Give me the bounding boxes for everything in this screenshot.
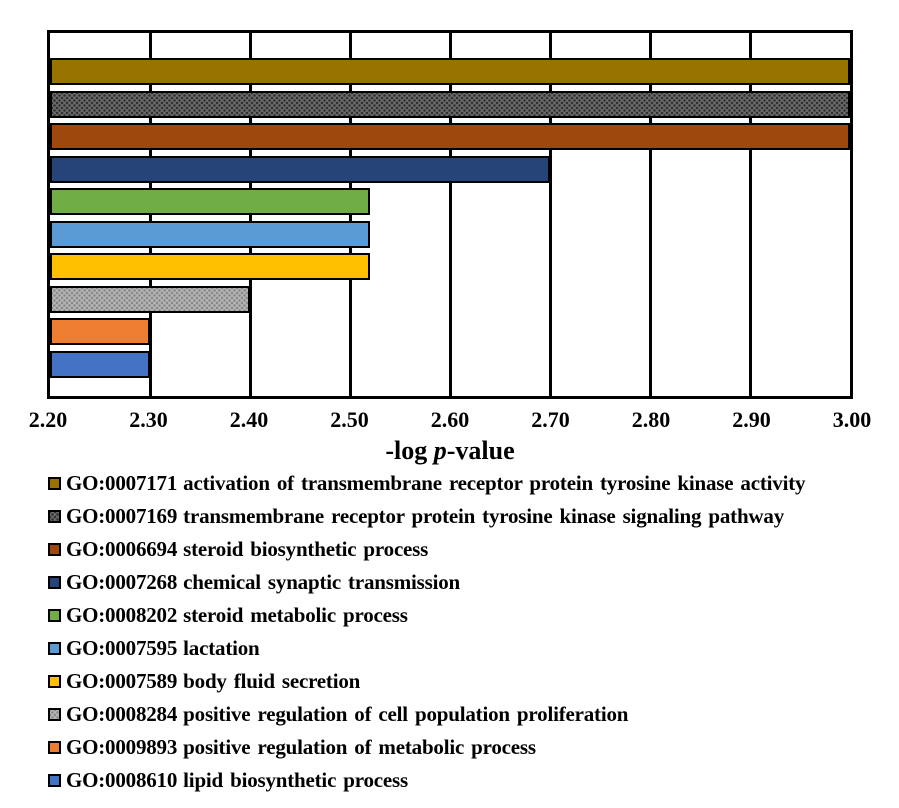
bar-GO:0007169 <box>50 90 850 118</box>
legend-swatch-icon <box>48 708 61 721</box>
legend: GO:0007171 activation of transmembrane re… <box>48 467 806 797</box>
legend-go-id: GO:0008610 <box>66 768 178 792</box>
legend-label: lipid biosynthetic process <box>183 768 408 792</box>
bar-row <box>50 318 850 346</box>
legend-entry-text: GO:0006694 steroid biosynthetic process <box>66 537 428 562</box>
legend-entry-text: GO:0008202 steroid metabolic process <box>66 603 408 628</box>
legend-go-id: GO:0007171 <box>66 471 178 495</box>
x-axis-title-suffix: -value <box>446 436 515 465</box>
bar-GO:0006694 <box>50 123 850 151</box>
bar-GO:0008610 <box>50 350 150 378</box>
bar-row <box>50 253 850 281</box>
x-tick-label: 2.40 <box>229 407 269 432</box>
legend-label: chemical synaptic transmission <box>183 570 461 594</box>
legend-label: body fluid secretion <box>183 669 361 693</box>
x-tick-label: 2.30 <box>129 407 168 432</box>
legend-swatch-icon <box>48 741 61 754</box>
legend-entry-text: GO:0007268 chemical synaptic transmission <box>66 570 460 595</box>
legend-item: GO:0007595 lactation <box>48 632 805 665</box>
bar-GO:0008202 <box>50 188 370 216</box>
legend-item: GO:0007268 chemical synaptic transmission <box>48 566 805 599</box>
x-tick-label: 2.90 <box>732 407 771 432</box>
legend-go-id: GO:0007589 <box>66 669 178 693</box>
bar-GO:0008284 <box>50 285 250 313</box>
bar-row <box>50 188 850 216</box>
legend-entry-text: GO:0007171 activation of transmembrane re… <box>66 471 806 496</box>
legend-swatch-icon <box>48 576 61 589</box>
bar-row <box>50 155 850 183</box>
legend-swatch-icon <box>48 477 61 490</box>
legend-label: activation of transmembrane receptor pro… <box>183 471 806 495</box>
bars <box>50 33 850 396</box>
plot-area <box>47 30 853 399</box>
legend-go-id: GO:0007268 <box>66 570 178 594</box>
legend-item: GO:0008202 steroid metabolic process <box>48 599 805 632</box>
legend-item: GO:0008610 lipid biosynthetic process <box>48 764 805 797</box>
legend-go-id: GO:0007169 <box>66 504 178 528</box>
legend-entry-text: GO:0007589 body fluid secretion <box>66 669 360 694</box>
legend-item: GO:0009893 positive regulation of metabol… <box>48 731 805 764</box>
bar-GO:0009893 <box>50 318 150 346</box>
legend-item: GO:0006694 steroid biosynthetic process <box>48 533 805 566</box>
x-axis-title-prefix: -log <box>385 436 434 465</box>
legend-label: steroid biosynthetic process <box>183 537 429 561</box>
bar-row <box>50 123 850 151</box>
bar-GO:0007171 <box>50 58 850 85</box>
legend-entry-text: GO:0007595 lactation <box>66 636 260 661</box>
legend-swatch-icon <box>48 774 61 787</box>
x-tick-label: 2.60 <box>430 407 470 432</box>
bar-row <box>50 285 850 313</box>
bar-row <box>50 90 850 118</box>
legend-entry-text: GO:0009893 positive regulation of metabol… <box>66 735 536 760</box>
x-axis-title-italic: p <box>433 436 447 465</box>
x-axis: 2.20 2.30 2.40 2.50 2.60 2.70 2.80 2.90 3.00 <box>29 407 872 433</box>
x-tick-label: 2.80 <box>631 407 671 432</box>
legend-label: steroid metabolic process <box>183 603 408 627</box>
legend-go-id: GO:0006694 <box>66 537 178 561</box>
bar-row <box>50 220 850 248</box>
legend-entry-text: GO:0007169 transmembrane receptor protein… <box>66 504 784 529</box>
legend-label: transmembrane receptor protein tyrosine … <box>183 504 784 528</box>
x-axis-title: -log p-value <box>47 436 853 466</box>
legend-item: GO:0007169 transmembrane receptor protein… <box>48 500 805 533</box>
legend-item: GO:0007171 activation of transmembrane re… <box>48 467 806 500</box>
legend-label: lactation <box>183 636 260 660</box>
legend-item: GO:0008284 positive regulation of cell po… <box>48 698 805 731</box>
legend-label: positive regulation of metabolic process <box>183 735 536 759</box>
x-tick-label: 3.00 <box>832 407 872 432</box>
grid-line <box>548 33 552 396</box>
legend-entry-text: GO:0008610 lipid biosynthetic process <box>66 768 408 793</box>
bar-GO:0007268 <box>50 155 550 183</box>
legend-go-id: GO:0008202 <box>66 603 178 627</box>
bar-GO:0007589 <box>50 253 370 281</box>
grid-line <box>748 33 752 396</box>
legend-go-id: GO:0007595 <box>66 636 178 660</box>
bar-GO:0007595 <box>50 220 370 248</box>
x-tick-label: 2.50 <box>330 407 369 432</box>
legend-swatch-icon <box>48 543 61 556</box>
grid-line <box>448 33 452 396</box>
legend-entry-text: GO:0008284 positive regulation of cell po… <box>66 702 628 727</box>
legend-label: positive regulation of cell population p… <box>183 702 629 726</box>
legend-go-id: GO:0008284 <box>66 702 178 726</box>
x-tick-label: 2.20 <box>28 407 68 432</box>
bar-row <box>50 350 850 378</box>
legend-swatch-icon <box>48 675 61 688</box>
x-tick-label: 2.70 <box>531 407 570 432</box>
bar-row <box>50 58 850 85</box>
legend-swatch-icon <box>48 642 61 655</box>
legend-swatch-icon <box>48 510 61 523</box>
legend-go-id: GO:0009893 <box>66 735 178 759</box>
legend-item: GO:0007589 body fluid secretion <box>48 665 805 698</box>
grid-line <box>648 33 652 396</box>
legend-swatch-icon <box>48 609 61 622</box>
